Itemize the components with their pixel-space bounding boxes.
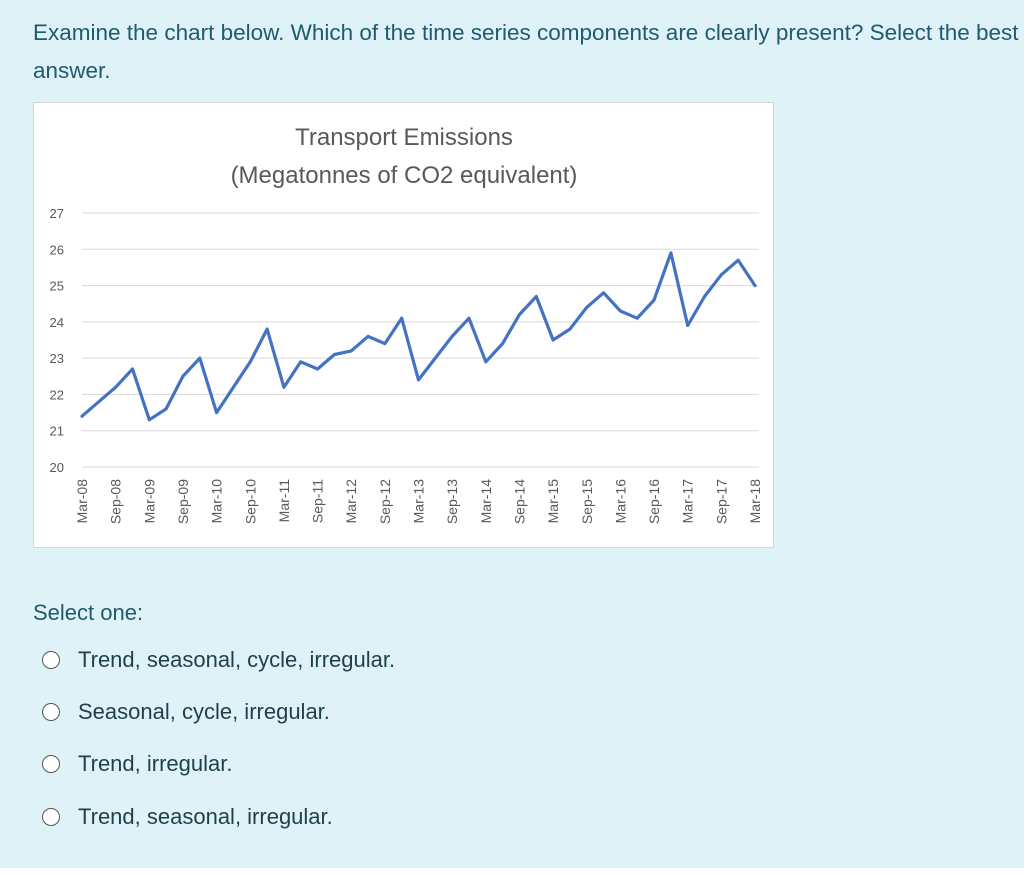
x-tick-label: Sep-11 <box>310 479 326 523</box>
data-point <box>635 316 639 320</box>
x-axis-ticks: Mar-08 Sep-08 Mar-09 Sep-09 Mar-10 Sep-10 Mar-… <box>74 479 763 524</box>
x-tick-label: Mar-15 <box>545 479 561 524</box>
option-label: Trend, irregular. <box>78 751 233 776</box>
data-point <box>450 335 454 338</box>
radio-button[interactable] <box>42 651 60 669</box>
data-point <box>131 367 134 371</box>
x-tick-label: Sep-12 <box>377 479 393 524</box>
line-chart: Transport Emissions (Megatonnes of CO2 e… <box>50 124 763 524</box>
x-tick-label: Mar-10 <box>209 479 225 524</box>
data-point <box>568 327 572 331</box>
data-point <box>282 385 286 389</box>
data-point <box>669 251 673 255</box>
x-tick-label: Mar-16 <box>612 479 628 524</box>
data-point <box>114 385 118 389</box>
x-tick-label: Sep-15 <box>579 479 595 524</box>
answer-option-1[interactable]: Trend, seasonal, cycle, irregular. <box>42 640 642 680</box>
x-tick-label: Sep-09 <box>175 479 191 524</box>
data-point <box>97 400 101 404</box>
y-tick-label: 20 <box>50 460 64 475</box>
y-tick-label: 26 <box>50 242 64 257</box>
data-point <box>753 284 757 287</box>
y-tick-label: 23 <box>50 351 64 366</box>
data-point <box>686 324 690 327</box>
x-tick-label: Mar-18 <box>747 479 763 524</box>
data-point <box>198 356 202 360</box>
data-point <box>265 327 269 331</box>
x-tick-label: Mar-09 <box>141 479 157 524</box>
y-tick-label: 27 <box>50 206 64 221</box>
x-tick-label: Sep-14 <box>511 479 527 524</box>
x-tick-label: Sep-13 <box>444 479 460 524</box>
data-point <box>400 316 404 320</box>
x-tick-label: Mar-08 <box>74 479 90 524</box>
x-tick-label: Mar-13 <box>411 479 427 524</box>
data-point <box>316 367 319 371</box>
data-point <box>164 407 168 411</box>
data-point <box>703 295 706 298</box>
question-text: Examine the chart below. Which of the ti… <box>33 20 1019 83</box>
data-point <box>720 273 723 277</box>
data-point <box>248 360 252 364</box>
y-axis-ticks: 20 21 22 23 24 25 26 27 <box>50 206 64 475</box>
gridlines <box>82 212 759 468</box>
data-point <box>299 360 303 364</box>
data-point <box>232 385 235 389</box>
data-point <box>619 309 622 313</box>
x-tick-label: Sep-17 <box>713 479 729 524</box>
x-tick-label: Mar-17 <box>680 479 696 524</box>
y-tick-label: 21 <box>50 424 64 439</box>
x-tick-label: Mar-12 <box>343 479 359 524</box>
data-point <box>417 378 420 382</box>
data-point <box>333 353 336 356</box>
data-point <box>80 414 84 418</box>
data-point <box>366 335 370 338</box>
option-label: Trend, seasonal, cycle, irregular. <box>78 647 396 672</box>
y-tick-label: 24 <box>50 315 64 330</box>
data-point <box>551 338 555 342</box>
data-point <box>147 418 151 422</box>
data-point <box>501 342 504 345</box>
x-tick-label: Mar-11 <box>276 479 292 523</box>
radio-button[interactable] <box>42 703 60 721</box>
answer-option-3[interactable]: Trend, irregular. <box>42 744 642 784</box>
option-label: Trend, seasonal, irregular. <box>78 804 333 829</box>
x-tick-label: Sep-08 <box>108 479 124 524</box>
page-footer-strip <box>0 868 1024 874</box>
data-point <box>349 349 353 353</box>
y-tick-label: 25 <box>50 279 64 294</box>
data-point <box>534 295 538 298</box>
data-point <box>652 298 656 302</box>
data-point <box>467 316 471 320</box>
chart-container: Transport Emissions (Megatonnes of CO2 e… <box>33 102 774 548</box>
option-label: Seasonal, cycle, irregular. <box>78 699 330 724</box>
x-tick-label: Sep-10 <box>242 479 258 524</box>
data-point <box>484 360 488 364</box>
data-point <box>181 374 185 378</box>
data-point <box>215 411 219 414</box>
data-point <box>383 342 387 345</box>
series-group <box>80 251 757 422</box>
data-point <box>518 313 521 316</box>
data-point <box>736 258 740 262</box>
chart-subtitle: (Megatonnes of CO2 equivalent) <box>231 162 578 189</box>
data-point <box>602 291 605 295</box>
data-point <box>433 356 437 360</box>
answer-option-2[interactable]: Seasonal, cycle, irregular. <box>42 692 642 732</box>
x-tick-label: Sep-16 <box>646 479 662 524</box>
y-tick-label: 22 <box>50 387 64 402</box>
data-point <box>585 305 589 309</box>
answer-option-4[interactable]: Trend, seasonal, irregular. <box>42 797 642 837</box>
chart-title: Transport Emissions <box>295 124 513 151</box>
select-one-label: Select one: <box>33 600 144 625</box>
radio-button[interactable] <box>42 808 60 826</box>
x-tick-label: Mar-14 <box>478 479 494 524</box>
radio-button[interactable] <box>42 755 60 773</box>
